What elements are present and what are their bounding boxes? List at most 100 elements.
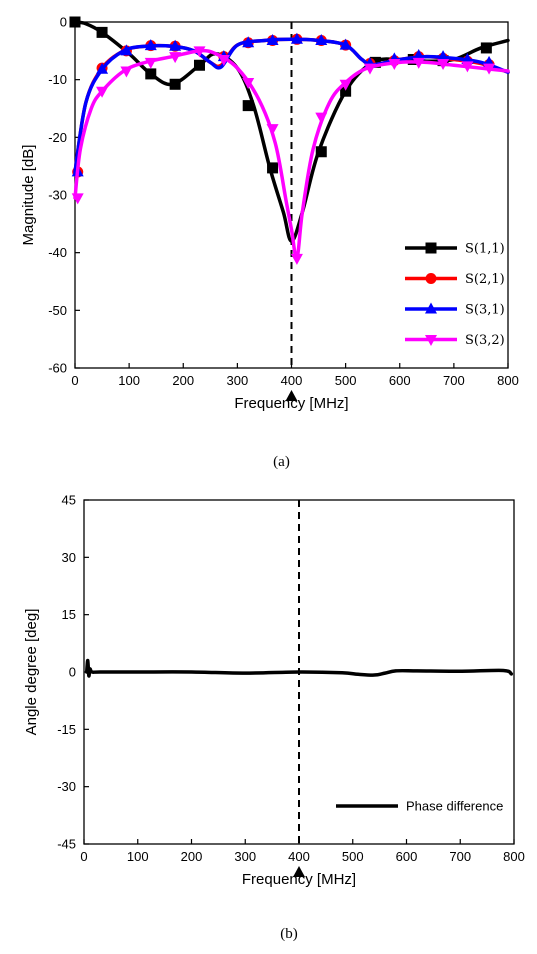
data-point	[69, 16, 81, 28]
chart-a-frequency-marker-arrow	[285, 390, 298, 401]
data-point	[144, 39, 157, 51]
chart-b-frequency-marker-arrow	[293, 866, 305, 877]
x-tick-label: 400	[288, 849, 310, 864]
data-point	[412, 48, 425, 60]
y-tick-label: -10	[48, 72, 67, 87]
data-point	[480, 42, 492, 54]
x-tick-label: 100	[118, 373, 140, 388]
data-point	[169, 78, 181, 90]
x-tick-label: 100	[127, 849, 149, 864]
y-tick-label: -45	[57, 837, 76, 852]
data-point	[388, 59, 401, 71]
data-point	[266, 124, 279, 136]
chart-b-x-axis-label: Frequency [MHz]	[242, 871, 356, 888]
legend-label: S(1,1)	[465, 242, 505, 257]
x-tick-label: 600	[396, 849, 418, 864]
data-point	[242, 100, 254, 112]
legend-label: S(3,1)	[465, 303, 505, 318]
x-tick-label: 800	[503, 849, 525, 864]
data-point	[96, 86, 109, 98]
data-point	[315, 112, 328, 124]
y-tick-label: 30	[62, 550, 76, 565]
data-point	[169, 39, 182, 51]
data-point	[217, 54, 230, 66]
chart-b-caption: (b)	[280, 926, 298, 942]
b-series-0	[84, 658, 514, 678]
data-point	[461, 52, 474, 64]
data-point	[242, 36, 255, 48]
y-tick-label: 0	[60, 15, 67, 30]
y-tick-label: -40	[48, 245, 67, 260]
x-tick-label: 200	[181, 849, 203, 864]
x-tick-label: 500	[335, 373, 357, 388]
data-point	[145, 68, 157, 80]
data-point	[412, 57, 425, 69]
x-tick-label: 500	[342, 849, 364, 864]
y-tick-label: -20	[48, 130, 67, 145]
data-point	[290, 253, 303, 265]
data-point	[242, 78, 255, 90]
x-tick-label: 0	[71, 373, 78, 388]
data-point	[339, 38, 352, 50]
chart-b-axes: 0 100 200 300 400 500 600 700 800 45 30 15 0 -15 -30 -4…	[57, 493, 525, 865]
chart-a-caption: (a)	[273, 454, 290, 470]
legend-label: S(2,1)	[465, 272, 505, 287]
data-point	[363, 63, 376, 75]
y-tick-label: -15	[57, 722, 76, 737]
data-point	[96, 62, 109, 74]
a-series-3	[71, 46, 510, 265]
chart-b-legend: Phase difference	[336, 799, 503, 814]
chart-a-axes: 0 100 200 300 400 500 600 700 800 0 -10 -20 -30 -40 -5…	[48, 15, 519, 389]
x-tick-label: 600	[389, 373, 411, 388]
series-line	[84, 658, 514, 678]
y-tick-label: 15	[62, 607, 76, 622]
x-tick-label: 800	[497, 373, 519, 388]
chart-a-y-axis-label: Magnitude [dB]	[20, 145, 37, 246]
legend-marker	[425, 273, 437, 284]
data-point	[315, 146, 327, 158]
chart-b-series-group	[84, 658, 514, 678]
legend-label: S(3,2)	[465, 333, 505, 348]
data-point	[120, 66, 133, 78]
legend-label: Phase difference	[406, 799, 503, 814]
y-tick-label: -50	[48, 303, 67, 318]
x-tick-label: 300	[234, 849, 256, 864]
data-point	[144, 57, 157, 69]
data-point	[483, 63, 496, 75]
y-tick-label: 45	[62, 493, 76, 508]
x-tick-label: 400	[281, 373, 303, 388]
data-point	[315, 33, 328, 45]
y-tick-label: -30	[57, 779, 76, 794]
data-point	[290, 32, 303, 44]
data-point	[169, 52, 182, 64]
a-series-2	[71, 32, 510, 177]
data-point	[339, 79, 352, 91]
chart-a: 0 100 200 300 400 500 600 700 800 0 -10 -20 -30 -40 -5…	[20, 15, 519, 471]
data-point	[193, 46, 206, 58]
data-point	[461, 61, 474, 73]
x-tick-label: 0	[80, 849, 87, 864]
data-point	[267, 162, 279, 174]
x-tick-label: 700	[449, 849, 471, 864]
y-tick-label: -60	[48, 361, 67, 376]
chart-a-x-axis-label: Frequency [MHz]	[234, 395, 348, 412]
x-tick-label: 700	[443, 373, 465, 388]
data-point	[437, 50, 450, 62]
x-tick-label: 300	[227, 373, 249, 388]
data-point	[71, 193, 84, 205]
x-tick-label: 200	[172, 373, 194, 388]
data-point	[120, 44, 133, 56]
data-point	[340, 85, 352, 97]
chart-a-series-group	[69, 16, 510, 265]
y-tick-label: -30	[48, 188, 67, 203]
legend-marker	[425, 302, 437, 314]
data-point	[266, 33, 279, 45]
chart-a-legend: S(1,1) S(2,1) S(3,1) S(3,2)	[405, 242, 505, 348]
data-point	[437, 59, 450, 71]
legend-marker	[425, 242, 437, 254]
data-point	[96, 26, 108, 38]
chart-b-y-axis-label: Angle degree [deg]	[23, 609, 40, 736]
data-point	[369, 56, 381, 68]
y-tick-label: 0	[69, 665, 76, 680]
